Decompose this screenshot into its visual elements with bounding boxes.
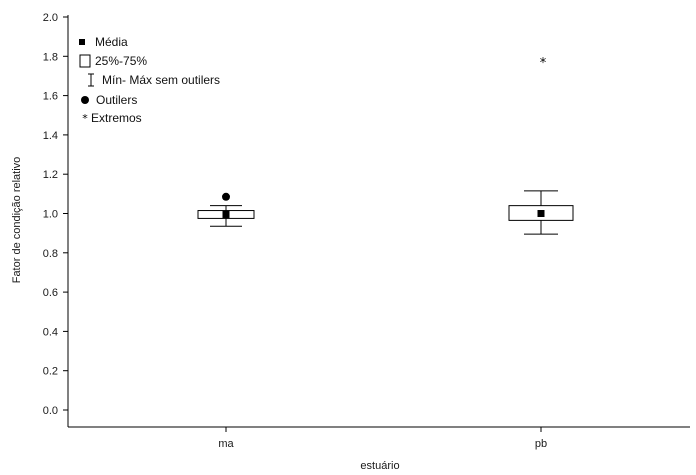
legend: Média 25%-75% Mín- Máx sem outilers Outi… (79, 35, 220, 125)
box-group-ma (197, 192, 255, 227)
box-series: * (197, 56, 574, 235)
x-axis-ticks: ma pb (218, 427, 547, 450)
legend-extreme-symbol: * (82, 112, 88, 125)
box-group-pb: * (508, 56, 574, 235)
mean-marker (537, 210, 545, 217)
y-tick-label: 0.8 (43, 248, 58, 260)
x-tick-label-pb: pb (535, 438, 547, 450)
mean-marker (222, 210, 230, 218)
y-tick-label: 0.0 (43, 405, 58, 417)
legend-extreme-label: Extremos (91, 111, 142, 125)
y-tick-label: 1.0 (43, 209, 58, 221)
y-axis-ticks: 0.0 0.2 0.4 0.6 0.8 1.0 1.2 1.4 1.6 1.8 2.0 (43, 12, 68, 417)
legend-outlier-label: Outilers (96, 93, 137, 107)
y-tick-label: 2.0 (43, 12, 58, 24)
y-tick-label: 0.4 (43, 326, 58, 338)
legend-whisker-label: Mín- Máx sem outilers (102, 73, 220, 87)
x-tick-label-ma: ma (218, 438, 234, 450)
legend-mean-label: Média (95, 35, 128, 49)
y-tick-label: 0.2 (43, 366, 58, 378)
legend-mean-symbol (79, 39, 85, 45)
legend-box-label: 25%-75% (95, 54, 147, 68)
legend-outlier-symbol (81, 96, 89, 104)
outlier-point (222, 192, 230, 201)
x-axis-label: estuário (360, 460, 399, 472)
y-tick-label: 1.8 (43, 51, 58, 63)
y-tick-label: 0.6 (43, 287, 58, 299)
y-tick-label: 1.2 (43, 169, 58, 181)
y-tick-label: 1.6 (43, 91, 58, 103)
legend-box-symbol (79, 54, 91, 68)
legend-whisker-symbol (88, 73, 94, 87)
y-tick-label: 1.4 (43, 130, 58, 142)
extreme-point: * (540, 56, 547, 71)
y-axis-label: Fator de condição relativo (11, 157, 23, 284)
